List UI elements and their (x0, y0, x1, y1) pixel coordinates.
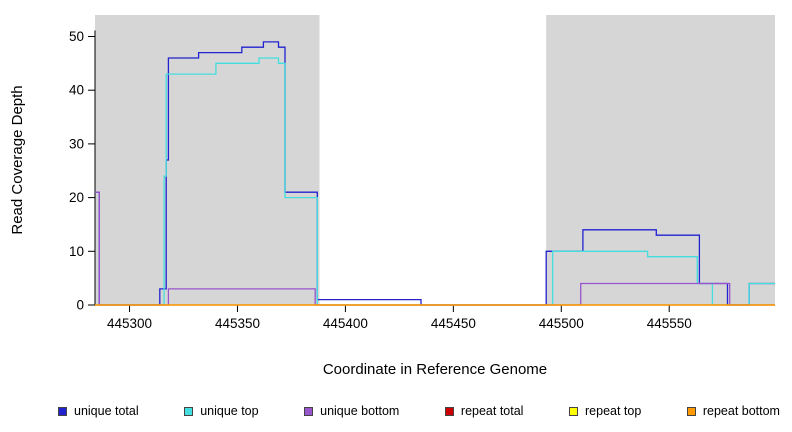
legend-label: repeat total (460, 404, 524, 418)
y-tick-label: 10 (69, 244, 84, 259)
legend-swatch-repeat-total (444, 406, 454, 416)
coverage-chart: 445300 445350 445400 445450 445500 445550 0 10 2… (9, 15, 775, 378)
legend-swatch-unique-total (58, 406, 67, 416)
legend-swatch-repeat-top (569, 406, 578, 416)
y-tick-label: 20 (69, 190, 84, 205)
legend: unique total unique top unique bottom repea… (0, 398, 792, 424)
chart-render-layer: 445300 445350 445400 445450 445500 445550 0 10 2… (69, 15, 775, 331)
legend-label: repeat bottom (702, 404, 780, 418)
x-tick-label: 445300 (107, 316, 152, 331)
legend-label: unique total (74, 404, 139, 418)
y-tick-label: 0 (76, 298, 84, 313)
x-axis-title: Coordinate in Reference Genome (323, 361, 547, 378)
legend-item-repeat-bottom: repeat bottom (686, 404, 780, 418)
y-tick-label: 40 (69, 83, 84, 98)
legend-label: repeat top (585, 404, 642, 418)
legend-item-unique-bottom: unique bottom (304, 404, 399, 418)
shaded-region (546, 15, 775, 305)
legend-swatch-unique-top (184, 406, 194, 416)
legend-swatch-repeat-bottom (686, 406, 696, 416)
x-tick-label: 445400 (323, 316, 368, 331)
legend-swatch-unique-bottom (304, 406, 314, 416)
shaded-region (95, 15, 320, 305)
legend-item-repeat-total: repeat total (444, 404, 524, 418)
legend-item-unique-top: unique top (184, 404, 259, 418)
x-tick-label: 445450 (431, 316, 476, 331)
x-tick-label: 445350 (215, 316, 260, 331)
y-axis-title: Read Coverage Depth (9, 85, 26, 234)
legend-label: unique top (200, 404, 259, 418)
series-line-unique-bottom (95, 191, 775, 306)
legend-item-repeat-top: repeat top (569, 404, 641, 418)
y-tick-label: 50 (69, 29, 84, 44)
y-tick-label: 30 (69, 136, 84, 151)
x-tick-label: 445500 (539, 316, 584, 331)
x-tick-label: 445550 (647, 316, 692, 331)
legend-item-unique-total: unique total (58, 404, 139, 418)
legend-label: unique bottom (320, 404, 400, 418)
